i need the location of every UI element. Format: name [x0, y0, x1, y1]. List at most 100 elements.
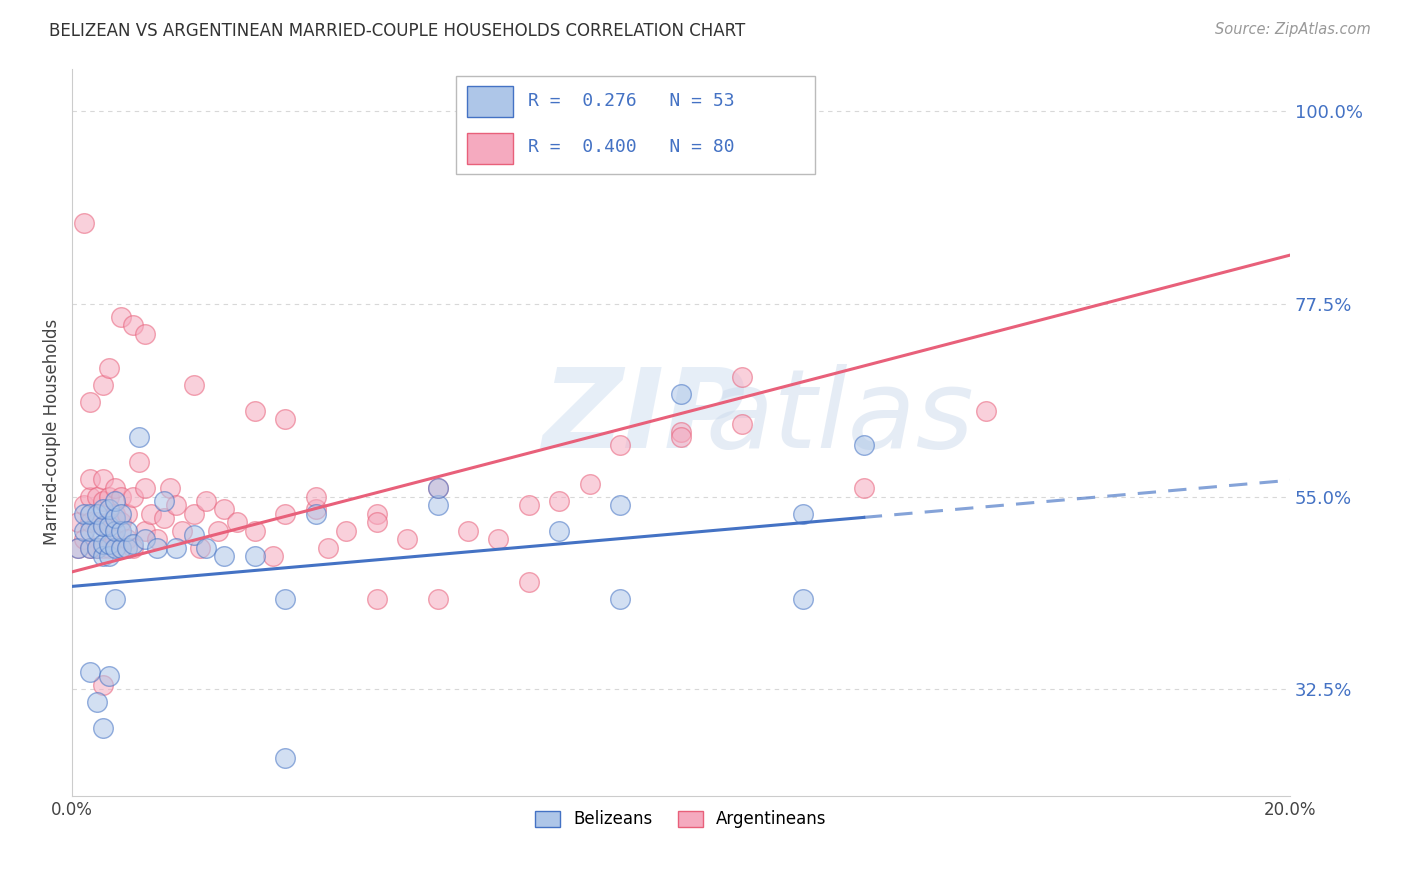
Point [97, 361, 120, 376]
Point [86, 524, 108, 538]
Text: Source: ZipAtlas.com: Source: ZipAtlas.com [1215, 22, 1371, 37]
Point [609, 438, 631, 452]
Point [731, 369, 754, 384]
Point [86, 695, 108, 709]
Point [214, 502, 236, 516]
Point [274, 412, 297, 426]
Point [67, 541, 90, 555]
Point [305, 502, 328, 516]
Point [457, 524, 479, 538]
Point [488, 533, 510, 547]
Point [974, 404, 997, 418]
Point [152, 493, 174, 508]
Point [128, 455, 150, 469]
Point [79, 515, 101, 529]
Point [609, 498, 631, 512]
Point [110, 541, 132, 555]
Point [366, 515, 388, 529]
Point [97, 502, 120, 516]
Point [97, 669, 120, 683]
Point [548, 524, 571, 538]
Point [104, 507, 127, 521]
Point [128, 429, 150, 443]
Point [91, 549, 114, 564]
Point [214, 549, 236, 564]
Point [91, 536, 114, 550]
Point [122, 318, 145, 333]
Point [146, 541, 169, 555]
Point [426, 592, 449, 607]
Point [115, 541, 138, 555]
Point [104, 481, 127, 495]
Point [91, 493, 114, 508]
Point [316, 541, 339, 555]
Point [165, 498, 187, 512]
Legend: Belizeans, Argentineans: Belizeans, Argentineans [529, 804, 834, 835]
Point [73, 507, 96, 521]
Point [152, 511, 174, 525]
Point [104, 511, 127, 525]
Point [195, 493, 218, 508]
Point [79, 490, 101, 504]
Point [79, 541, 101, 555]
Point [91, 519, 114, 533]
Point [183, 507, 205, 521]
Point [366, 507, 388, 521]
Point [548, 493, 571, 508]
Point [792, 592, 814, 607]
Point [141, 507, 163, 521]
Point [67, 541, 90, 555]
Point [274, 507, 297, 521]
Point [79, 524, 101, 538]
Text: atlas: atlas [706, 364, 974, 471]
Point [122, 541, 145, 555]
Point [207, 524, 229, 538]
Point [104, 493, 127, 508]
Point [165, 541, 187, 555]
Point [134, 481, 156, 495]
Point [609, 592, 631, 607]
Point [159, 481, 181, 495]
Point [91, 678, 114, 692]
Point [243, 404, 266, 418]
Point [86, 490, 108, 504]
Point [517, 575, 540, 590]
Point [110, 515, 132, 529]
Point [97, 515, 120, 529]
Point [183, 378, 205, 392]
Point [79, 507, 101, 521]
Point [91, 472, 114, 486]
Point [97, 536, 120, 550]
Point [86, 541, 108, 555]
Point [731, 417, 754, 431]
Point [86, 507, 108, 521]
Point [73, 498, 96, 512]
Point [91, 502, 114, 516]
Point [97, 490, 120, 504]
Point [792, 507, 814, 521]
Point [243, 524, 266, 538]
Point [91, 721, 114, 735]
Point [170, 524, 193, 538]
Point [122, 536, 145, 550]
Point [86, 515, 108, 529]
Text: BELIZEAN VS ARGENTINEAN MARRIED-COUPLE HOUSEHOLDS CORRELATION CHART: BELIZEAN VS ARGENTINEAN MARRIED-COUPLE H… [49, 22, 745, 40]
Point [366, 592, 388, 607]
Point [97, 519, 120, 533]
Point [852, 438, 875, 452]
Point [110, 507, 132, 521]
Point [79, 472, 101, 486]
Point [134, 326, 156, 341]
Point [852, 481, 875, 495]
Point [115, 533, 138, 547]
Point [97, 549, 120, 564]
Point [115, 524, 138, 538]
Point [104, 592, 127, 607]
Point [426, 498, 449, 512]
Point [91, 541, 114, 555]
Point [183, 528, 205, 542]
Point [91, 519, 114, 533]
Point [97, 541, 120, 555]
Point [79, 665, 101, 679]
Point [91, 378, 114, 392]
